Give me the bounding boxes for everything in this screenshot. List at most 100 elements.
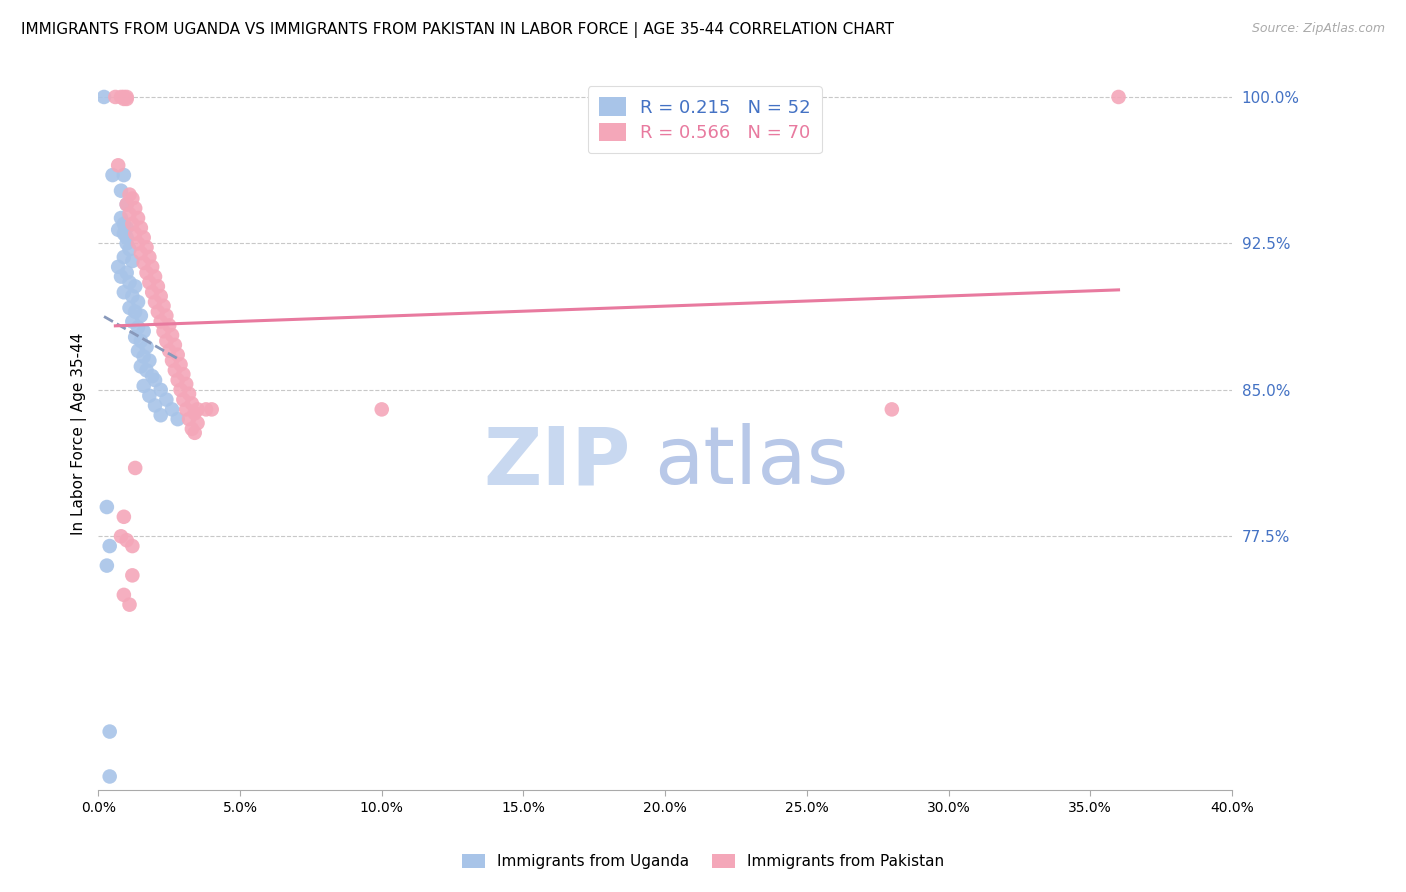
Point <box>118 276 141 290</box>
Point <box>186 416 208 430</box>
Point <box>121 314 143 328</box>
Point <box>160 353 183 368</box>
Point <box>118 598 141 612</box>
Point <box>195 402 218 417</box>
Point <box>141 260 163 274</box>
Point <box>98 769 121 783</box>
Point <box>93 90 115 104</box>
Point <box>115 220 138 235</box>
Point <box>112 217 135 231</box>
Point <box>124 279 146 293</box>
Point <box>146 279 169 293</box>
Text: IMMIGRANTS FROM UGANDA VS IMMIGRANTS FROM PAKISTAN IN LABOR FORCE | AGE 35-44 CO: IMMIGRANTS FROM UGANDA VS IMMIGRANTS FRO… <box>21 22 894 38</box>
Point <box>112 285 135 300</box>
Point <box>124 304 146 318</box>
Point <box>201 402 224 417</box>
Point <box>180 396 202 410</box>
Point <box>183 425 205 440</box>
Point <box>149 314 172 328</box>
Point <box>135 266 157 280</box>
Point <box>880 402 903 417</box>
Point <box>110 529 132 543</box>
Point <box>138 250 160 264</box>
Point <box>143 373 166 387</box>
Point <box>112 509 135 524</box>
Text: atlas: atlas <box>654 424 848 501</box>
Point <box>183 406 205 420</box>
Point <box>124 330 146 344</box>
Text: ZIP: ZIP <box>484 424 631 501</box>
Point <box>169 383 191 397</box>
Point <box>112 92 135 106</box>
Point <box>180 422 202 436</box>
Point <box>129 220 152 235</box>
Point <box>152 299 174 313</box>
Y-axis label: In Labor Force | Age 35-44: In Labor Force | Age 35-44 <box>72 333 87 535</box>
Point <box>118 301 141 315</box>
Point <box>174 376 197 391</box>
Point <box>121 217 143 231</box>
Point <box>141 285 163 300</box>
Point <box>121 192 143 206</box>
Point <box>132 350 155 364</box>
Point <box>174 402 197 417</box>
Point <box>107 260 129 274</box>
Point <box>157 343 180 358</box>
Point <box>121 539 143 553</box>
Point <box>172 392 194 407</box>
Point <box>112 168 135 182</box>
Point <box>132 324 155 338</box>
Point <box>149 383 172 397</box>
Point <box>124 227 146 241</box>
Point <box>1108 90 1130 104</box>
Point <box>177 386 200 401</box>
Point <box>135 340 157 354</box>
Point <box>115 92 138 106</box>
Point <box>121 289 143 303</box>
Point <box>163 338 186 352</box>
Point <box>155 334 177 348</box>
Point <box>146 304 169 318</box>
Point <box>110 211 132 225</box>
Point <box>149 409 172 423</box>
Point <box>155 309 177 323</box>
Point <box>101 168 124 182</box>
Point <box>132 256 155 270</box>
Point <box>118 242 141 256</box>
Point <box>115 90 138 104</box>
Point <box>166 412 188 426</box>
Legend: Immigrants from Uganda, Immigrants from Pakistan: Immigrants from Uganda, Immigrants from … <box>456 848 950 875</box>
Point <box>127 343 149 358</box>
Point <box>129 246 152 260</box>
Point <box>121 568 143 582</box>
Point <box>96 500 118 514</box>
Point <box>112 588 135 602</box>
Point <box>141 369 163 384</box>
Point <box>104 90 127 104</box>
Point <box>107 158 129 172</box>
Point <box>157 318 180 333</box>
Point <box>124 201 146 215</box>
Point <box>127 236 149 251</box>
Point <box>132 230 155 244</box>
Point <box>135 363 157 377</box>
Point <box>155 392 177 407</box>
Point <box>138 389 160 403</box>
Point <box>127 320 149 334</box>
Point <box>186 402 208 417</box>
Point <box>124 461 146 475</box>
Point <box>143 295 166 310</box>
Point <box>163 363 186 377</box>
Point <box>160 328 183 343</box>
Point <box>166 373 188 387</box>
Point <box>118 207 141 221</box>
Point <box>149 289 172 303</box>
Point <box>96 558 118 573</box>
Point <box>177 412 200 426</box>
Point <box>112 250 135 264</box>
Point <box>129 334 152 348</box>
Point <box>143 269 166 284</box>
Point <box>110 269 132 284</box>
Point <box>129 359 152 374</box>
Point <box>112 90 135 104</box>
